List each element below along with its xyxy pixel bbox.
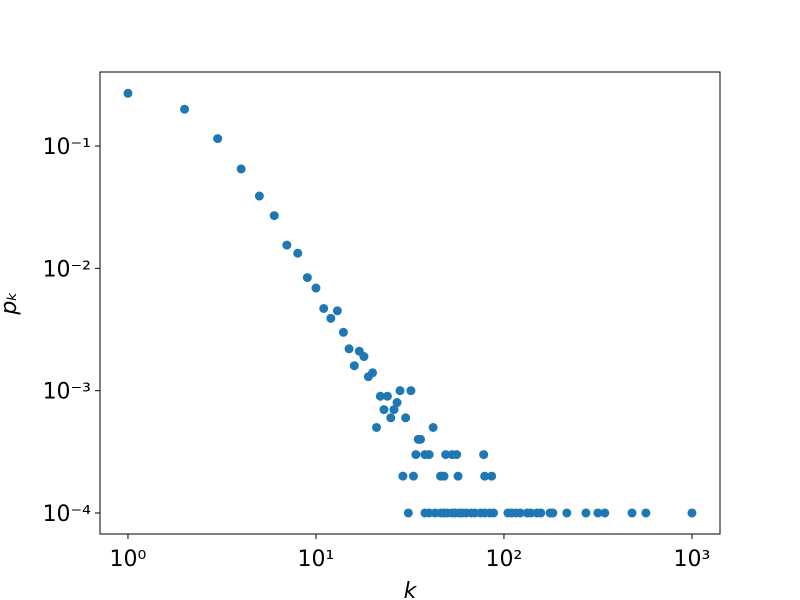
- point: [441, 450, 451, 460]
- x-tick-label: 10¹: [298, 547, 335, 572]
- point: [479, 450, 489, 460]
- point: [379, 405, 389, 415]
- x-tick-label: 10²: [486, 547, 523, 572]
- point: [562, 508, 572, 518]
- point: [332, 306, 342, 316]
- point: [180, 104, 190, 114]
- point: [424, 450, 434, 460]
- plot-frame: [99, 71, 721, 535]
- y-tick-label: 10⁻⁴: [43, 502, 92, 527]
- x-axis-label: k: [404, 579, 418, 600]
- point: [489, 508, 499, 518]
- point: [344, 344, 354, 354]
- point: [406, 386, 416, 396]
- point: [254, 191, 264, 201]
- point: [453, 471, 463, 481]
- point: [302, 273, 312, 283]
- point: [687, 508, 697, 518]
- point: [408, 471, 418, 481]
- point: [526, 508, 536, 518]
- point: [641, 508, 651, 518]
- point: [403, 508, 413, 518]
- point: [398, 471, 408, 481]
- x-tick-label: 10⁰: [110, 547, 147, 572]
- point: [319, 303, 329, 313]
- point: [123, 88, 133, 98]
- point: [389, 405, 399, 415]
- point: [480, 471, 490, 481]
- point: [349, 361, 359, 371]
- point: [401, 413, 411, 423]
- point: [386, 413, 396, 423]
- point: [452, 450, 462, 460]
- y-tick-label: 10⁻¹: [43, 135, 91, 160]
- point: [428, 422, 438, 432]
- y-axis-label: pₖ: [0, 291, 22, 315]
- point: [375, 391, 385, 401]
- point: [338, 327, 348, 337]
- point: [213, 134, 223, 144]
- point: [368, 368, 378, 378]
- point: [269, 211, 279, 221]
- point: [236, 164, 246, 174]
- point: [282, 240, 292, 250]
- point: [326, 313, 336, 323]
- point: [359, 352, 369, 362]
- point: [382, 391, 392, 401]
- point: [536, 508, 546, 518]
- point: [593, 508, 603, 518]
- point: [372, 422, 382, 432]
- point: [627, 508, 637, 518]
- point: [395, 386, 405, 396]
- point: [548, 508, 558, 518]
- x-tick-label: 10³: [674, 547, 711, 572]
- point: [392, 398, 402, 408]
- point: [293, 248, 303, 258]
- point: [581, 508, 591, 518]
- y-tick-label: 10⁻³: [43, 380, 91, 405]
- y-tick-label: 10⁻²: [43, 257, 91, 282]
- point: [411, 450, 421, 460]
- point: [416, 434, 426, 444]
- point: [439, 471, 449, 481]
- point: [487, 471, 497, 481]
- point: [311, 283, 321, 293]
- point: [515, 508, 525, 518]
- point: [600, 508, 610, 518]
